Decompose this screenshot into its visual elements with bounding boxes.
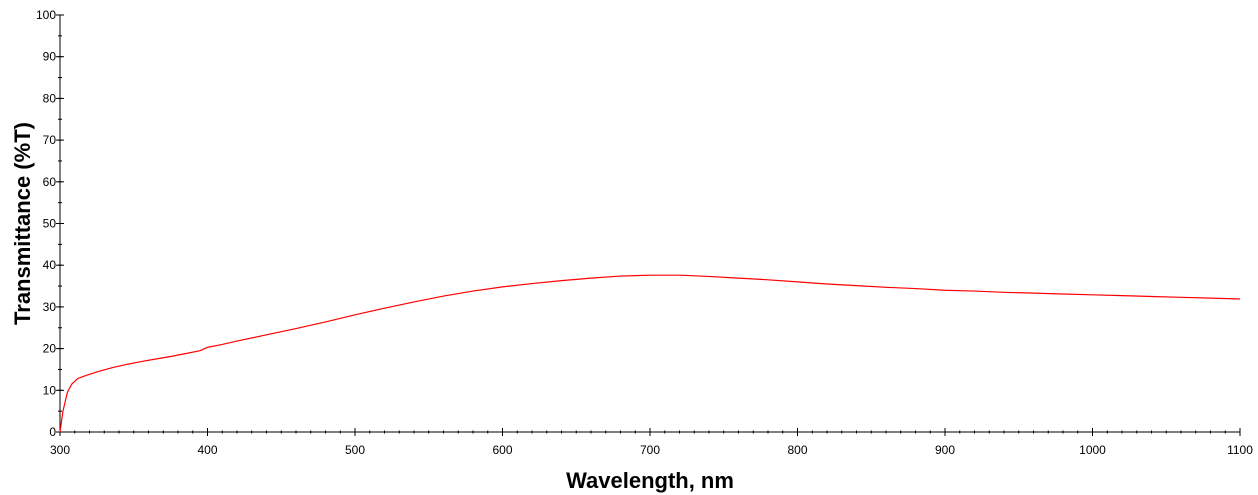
y-tick-label: 40 (43, 258, 57, 272)
y-tick-label: 0 (49, 425, 56, 439)
y-tick-label: 20 (43, 342, 57, 356)
x-tick-label: 400 (197, 443, 217, 457)
y-tick-label: 90 (43, 50, 57, 64)
x-tick-label: 300 (50, 443, 70, 457)
y-tick-label: 50 (43, 217, 57, 231)
x-tick-label: 1000 (1079, 443, 1106, 457)
x-axis-title: Wavelength, nm (566, 468, 734, 493)
y-tick-label: 80 (43, 91, 57, 105)
y-axis-title: Transmittance (%T) (10, 122, 35, 325)
y-tick-label: 70 (43, 133, 57, 147)
y-tick-label: 30 (43, 300, 57, 314)
y-tick-label: 60 (43, 175, 57, 189)
x-tick-label: 500 (345, 443, 365, 457)
series-group (59, 274, 1241, 433)
x-tick-label: 1100 (1227, 443, 1253, 457)
x-tick-label: 800 (787, 443, 807, 457)
x-tick-label: 700 (640, 443, 660, 457)
y-tick-label: 10 (43, 383, 57, 397)
y-tick-labels: 0 10 20 30 40 50 60 70 80 90 100 (36, 8, 56, 439)
y-tick-label: 100 (36, 8, 56, 22)
transmittance-series-line (59, 274, 1241, 433)
x-tick-label: 900 (935, 443, 955, 457)
x-tick-labels: 300 400 500 600 700 800 900 1000 1100 (50, 443, 1253, 457)
x-tick-label: 600 (492, 443, 512, 457)
